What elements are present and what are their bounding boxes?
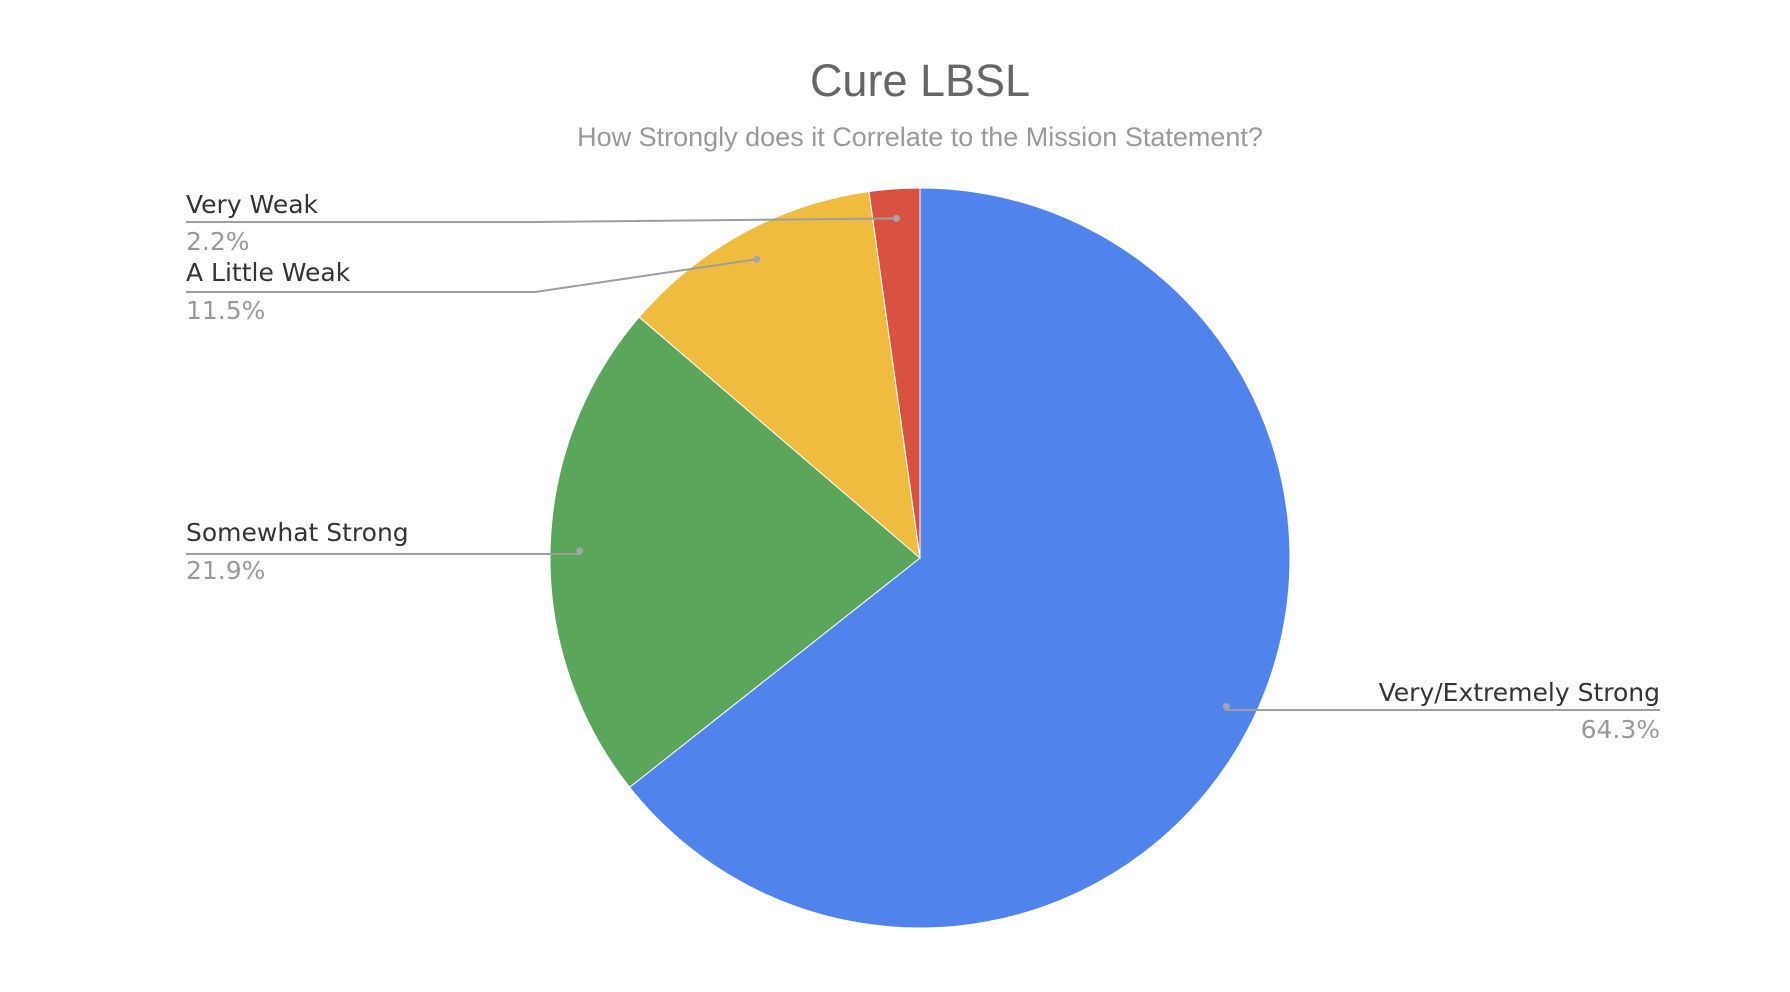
pie-slice-somewhat-strong [549, 316, 921, 788]
slice-label-very-extremely-strong: Very/Extremely Strong [1379, 678, 1660, 707]
slice-percent-a-little-weak: 11.5% [186, 296, 265, 325]
leader-dot-a-little-weak [753, 255, 761, 263]
pie-labels: Very/Extremely Strong 64.3% Somewhat Stron… [186, 190, 1660, 744]
pie-slices [549, 187, 1291, 929]
slice-label-very-weak: Very Weak [186, 190, 319, 219]
pie-slice-very-extremely-strong [628, 187, 1291, 929]
leader-line-somewhat-strong [186, 551, 581, 555]
leader-dot-very-weak [892, 214, 900, 222]
slice-label-somewhat-strong: Somewhat Strong [186, 518, 409, 547]
slice-percent-very-extremely-strong: 64.3% [1581, 715, 1660, 744]
chart-title: Cure LBSL [810, 55, 1030, 106]
slice-percent-very-weak: 2.2% [186, 227, 250, 256]
leader-dot-somewhat-strong [576, 547, 584, 555]
slice-percent-somewhat-strong: 21.9% [186, 556, 265, 585]
pie-slice-a-little-weak [638, 190, 921, 560]
leader-line-a-little-weak [186, 258, 757, 293]
leader-dot-very-extremely-strong [1222, 702, 1230, 710]
pie-slice-very-weak [868, 187, 921, 559]
slice-label-a-little-weak: A Little Weak [186, 258, 351, 287]
chart-subtitle: How Strongly does it Correlate to the Mi… [577, 122, 1263, 152]
leader-line-very-weak [186, 217, 897, 223]
